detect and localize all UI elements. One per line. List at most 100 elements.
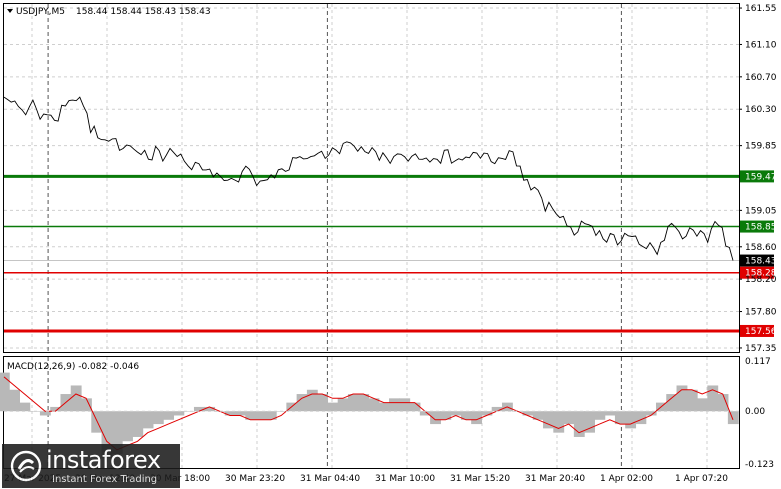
macd-histogram-bar — [193, 406, 205, 412]
time-label: 1 Apr 07:20 — [675, 474, 728, 484]
time-label: 31 Mar 04:40 — [300, 474, 360, 484]
macd-histogram-bar — [317, 394, 329, 412]
macd-histogram-bar — [9, 389, 21, 412]
macd-histogram-bar — [50, 406, 62, 412]
macd-histogram-bar — [440, 411, 452, 420]
macd-histogram-bar — [471, 411, 483, 425]
level-tag — [740, 220, 774, 233]
macd-histogram-bar — [573, 411, 585, 437]
price-tick-label: 157.35 — [745, 344, 777, 354]
time-label: 31 Mar 15:20 — [450, 474, 510, 484]
macd-histogram-bar — [522, 411, 534, 416]
macd-histogram-bar — [717, 394, 729, 412]
price-series-line — [3, 96, 734, 261]
macd-histogram-bar — [337, 398, 349, 412]
macd-histogram-bar — [594, 411, 606, 420]
macd-histogram-bar — [553, 411, 565, 433]
macd-histogram-bar — [152, 411, 164, 425]
macd-histogram-bar — [676, 385, 688, 412]
macd-histogram-bar — [409, 402, 421, 412]
macd-histogram-bar — [19, 402, 31, 412]
macd-histogram-bar — [204, 406, 216, 412]
price-tick-label: 159.05 — [745, 206, 777, 216]
macd-histogram-bar — [635, 411, 647, 425]
macd-histogram-bar — [532, 411, 544, 420]
macd-histogram-bar — [358, 394, 370, 412]
level-tag — [740, 266, 774, 279]
macd-histogram-bar — [666, 394, 678, 412]
current-price-tag — [740, 254, 774, 267]
macd-histogram-bar — [39, 411, 51, 416]
macd-histogram-bar — [306, 389, 318, 412]
macd-histogram-bar — [142, 411, 154, 429]
level-tag — [740, 170, 774, 183]
macd-histogram-bar — [183, 411, 195, 412]
price-tick-label: 157.80 — [745, 308, 777, 318]
macd-histogram-bar — [419, 411, 431, 416]
macd-histogram-bar — [235, 411, 246, 416]
macd-histogram-bar — [255, 411, 267, 420]
macd-histogram-bar — [224, 411, 236, 416]
macd-histogram-bar — [460, 411, 472, 420]
macd-tick-label: 0.117 — [745, 357, 771, 367]
macd-histogram-bar — [399, 398, 411, 412]
macd-histogram-bar — [347, 394, 359, 412]
time-label: 31 Mar 20:40 — [525, 474, 585, 484]
macd-tick-label: -0.123 — [745, 460, 774, 470]
macd-histogram-bar — [430, 411, 441, 425]
macd-histogram-bar — [481, 411, 493, 416]
level-tag-label: 157.56 — [745, 327, 777, 337]
watermark-banner: instaforex Instant Forex Trading — [2, 444, 180, 488]
macd-histogram-bar — [645, 411, 657, 416]
time-label: 1 Apr 02:00 — [600, 474, 653, 484]
watermark-brand: instaforex — [46, 446, 161, 474]
macd-histogram-bar — [0, 372, 10, 412]
price-tick-label: 161.55 — [745, 4, 777, 14]
macd-histogram-bar — [91, 411, 103, 433]
macd-histogram-bar — [697, 398, 708, 412]
level-tag-label: 158.28 — [745, 269, 777, 279]
macd-histogram-bar — [70, 385, 82, 412]
macd-histogram-bar — [132, 411, 144, 437]
price-line — [3, 96, 734, 261]
macd-histogram-bar — [368, 398, 380, 412]
price-tick-label: 160.70 — [745, 73, 777, 83]
price-tick-label: 159.85 — [745, 142, 777, 152]
ohlc-readout: 158.44 158.44 158.43 158.43 — [76, 7, 211, 17]
price-axis: 161.55 161.10 160.70 160.30 159.85 159.05 158.… — [739, 4, 777, 354]
macd-histogram-bar — [584, 411, 595, 433]
dropdown-triangle-icon[interactable] — [7, 9, 13, 13]
watermark-tagline: Instant Forex Trading — [52, 474, 158, 485]
grid — [4, 4, 739, 468]
level-tag — [740, 324, 774, 337]
macd-histogram-bar — [686, 389, 698, 412]
macd-panel-frame — [3, 356, 740, 469]
macd-histogram-bar — [727, 411, 739, 425]
macd-histogram-bar — [101, 411, 113, 459]
macd-histogram-bar — [389, 398, 400, 412]
price-tick-label: 158.20 — [745, 275, 777, 285]
macd-histogram-bar — [111, 411, 123, 455]
macd-histogram-bar — [265, 411, 277, 420]
price-tick-label: 160.30 — [745, 105, 777, 115]
macd-histogram-bar — [450, 411, 462, 416]
price-panel-frame — [3, 3, 740, 353]
macd-histogram-bar — [543, 411, 554, 429]
level-lines: 159.47 158.85 158.28 157.56 158.43 — [4, 170, 777, 337]
macd-histogram-bar — [173, 411, 185, 416]
macd-histogram-bar — [707, 385, 719, 412]
macd-plot: 0.117 0.00 -0.123 — [0, 357, 774, 470]
macd-histogram-bar — [625, 411, 637, 429]
symbol-label: USDJPY,M5 — [16, 7, 65, 17]
macd-histogram-bar — [378, 402, 390, 412]
macd-histogram-bar — [296, 394, 308, 412]
level-tag-label: 158.85 — [745, 223, 777, 233]
level-tag-label: 159.47 — [745, 172, 777, 182]
macd-label: MACD(12,26,9) -0.082 -0.046 — [7, 362, 139, 372]
macd-histogram-bar — [163, 411, 175, 420]
price-tick-label: 158.60 — [745, 243, 777, 253]
macd-histogram-bar — [245, 411, 257, 420]
time-label: 30 Mar 23:20 — [225, 474, 285, 484]
macd-histogram-bar — [81, 398, 92, 412]
